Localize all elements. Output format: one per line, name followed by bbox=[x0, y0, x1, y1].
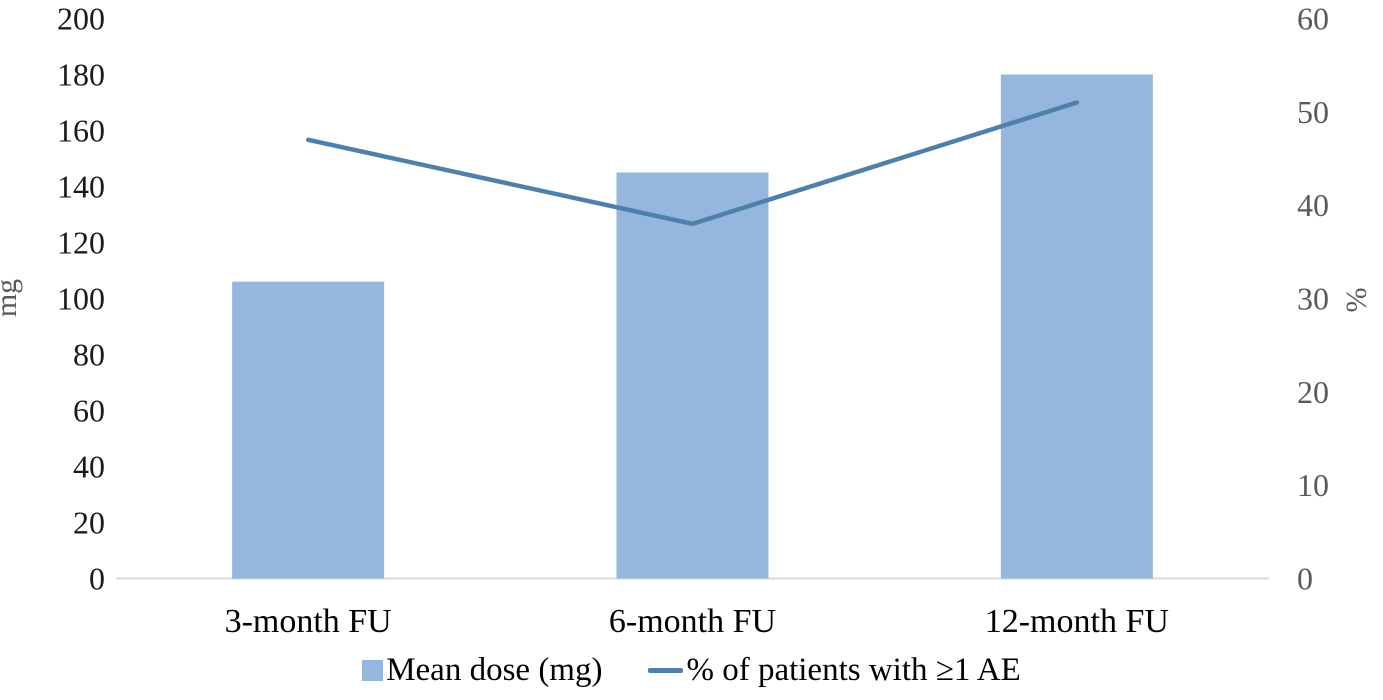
chart-legend: Mean dose (mg) % of patients with ≥1 AE bbox=[0, 652, 1383, 689]
legend-label-ae-percent: % of patients with ≥1 AE bbox=[686, 652, 1021, 688]
y-axis-tick-label: 0 bbox=[89, 561, 105, 597]
y2-axis-tick-label: 40 bbox=[1297, 187, 1329, 223]
bar-mean-dose bbox=[1000, 74, 1153, 579]
y-axis-tick-label: 20 bbox=[73, 505, 105, 541]
bar-swatch-icon bbox=[362, 660, 384, 681]
x-axis-category-label: 3-month FU bbox=[225, 603, 392, 640]
y-axis-tick-label: 160 bbox=[57, 113, 105, 149]
legend-item-mean-dose: Mean dose (mg) bbox=[362, 652, 602, 689]
line-ae-percent bbox=[305, 100, 1080, 227]
left-axis-title: mg bbox=[0, 279, 23, 317]
right-axis-title: % bbox=[1340, 288, 1373, 313]
y2-axis-tick-label: 60 bbox=[1297, 1, 1329, 37]
y2-axis-tick-label: 20 bbox=[1297, 374, 1329, 410]
line-swatch-icon bbox=[648, 668, 684, 673]
y-axis-tick-label: 80 bbox=[73, 337, 105, 373]
y-axis-tick-label: 200 bbox=[57, 1, 105, 37]
y-axis-tick-label: 140 bbox=[57, 169, 105, 205]
bar-mean-dose bbox=[616, 172, 769, 579]
y-axis-tick-label: 100 bbox=[57, 281, 105, 317]
legend-label-mean-dose: Mean dose (mg) bbox=[386, 652, 603, 688]
y-axis-tick-label: 120 bbox=[57, 225, 105, 261]
y2-axis-tick-label: 50 bbox=[1297, 94, 1329, 130]
legend-item-ae-percent: % of patients with ≥1 AE bbox=[648, 652, 1021, 689]
y-axis-tick-label: 40 bbox=[73, 449, 105, 485]
y2-axis-tick-label: 0 bbox=[1297, 561, 1313, 597]
x-axis-category-label: 12-month FU bbox=[985, 603, 1169, 640]
y-axis-tick-label: 60 bbox=[73, 393, 105, 429]
y2-axis-tick-label: 30 bbox=[1297, 281, 1329, 317]
y-axis-tick-label: 180 bbox=[57, 57, 105, 93]
y2-axis-tick-label: 10 bbox=[1297, 467, 1329, 503]
x-axis-category-label: 6-month FU bbox=[609, 603, 776, 640]
bar-mean-dose bbox=[232, 281, 385, 579]
